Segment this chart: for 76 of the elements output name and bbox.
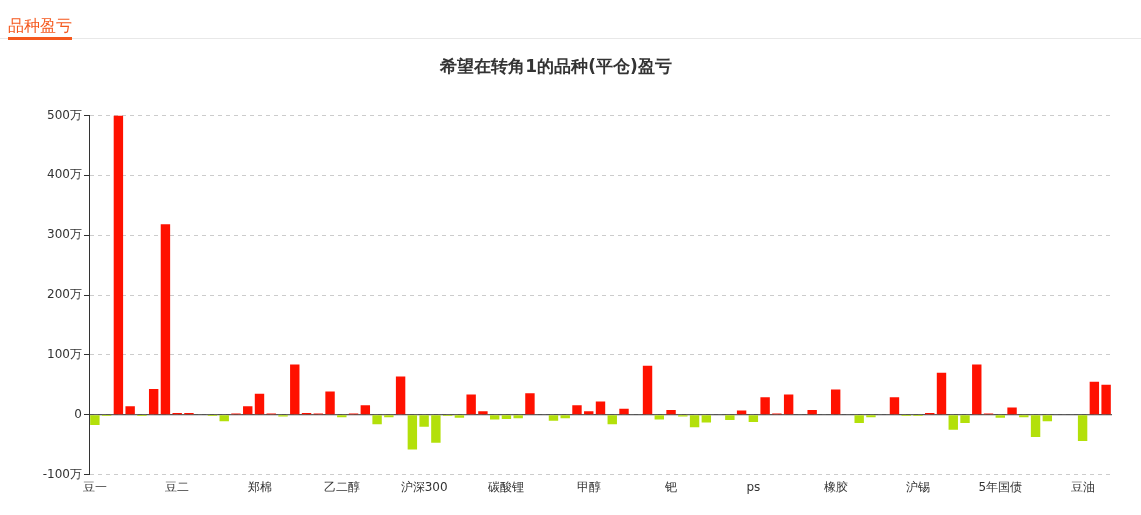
bar bbox=[830, 389, 841, 415]
bar bbox=[572, 405, 582, 415]
x-tick-label: 豆二 bbox=[165, 479, 190, 494]
bar bbox=[466, 394, 476, 415]
y-tick-label: 500万 bbox=[47, 107, 82, 122]
x-tick-label: 橡胶 bbox=[823, 479, 848, 494]
bar bbox=[584, 411, 594, 415]
bar bbox=[972, 364, 982, 415]
bar bbox=[113, 115, 124, 415]
y-tick-label: 200万 bbox=[47, 287, 82, 302]
x-tick-label: 沪锡 bbox=[905, 479, 930, 494]
bar bbox=[525, 393, 535, 415]
bar bbox=[783, 394, 794, 415]
bar bbox=[807, 409, 817, 415]
y-tick-label: -100万 bbox=[42, 466, 82, 481]
bar bbox=[489, 415, 500, 420]
bar bbox=[642, 365, 653, 415]
bar bbox=[1042, 415, 1053, 422]
bar bbox=[431, 415, 441, 443]
bar bbox=[1007, 407, 1017, 415]
bar bbox=[90, 415, 100, 425]
y-tick-label: 400万 bbox=[47, 167, 82, 182]
bar bbox=[607, 415, 617, 425]
bar bbox=[948, 415, 958, 430]
bar bbox=[290, 364, 300, 415]
bar bbox=[595, 401, 606, 415]
bar bbox=[1077, 415, 1088, 442]
bar bbox=[654, 415, 664, 420]
bar bbox=[995, 415, 1005, 418]
bar bbox=[936, 372, 947, 415]
y-tick-label: 0 bbox=[74, 406, 82, 421]
bar bbox=[148, 388, 159, 415]
bar bbox=[560, 415, 570, 419]
x-tick-label: 豆一 bbox=[82, 479, 107, 494]
bar bbox=[760, 397, 770, 415]
chart-title: 希望在转角1的品种(平仓)盈亏 bbox=[439, 55, 672, 76]
bar bbox=[325, 391, 335, 415]
bar bbox=[960, 415, 970, 424]
bar bbox=[619, 408, 629, 415]
bar bbox=[125, 406, 135, 415]
bar bbox=[1030, 415, 1041, 437]
text: 品种盈亏 bbox=[8, 16, 72, 40]
x-tick-label: 5年国债 bbox=[978, 479, 1023, 494]
bar bbox=[372, 415, 382, 425]
bar bbox=[689, 415, 700, 428]
bar bbox=[419, 415, 429, 427]
bar bbox=[478, 411, 488, 415]
bar bbox=[501, 415, 512, 419]
y-tick-label: 300万 bbox=[47, 227, 82, 242]
bar bbox=[513, 415, 523, 419]
bar bbox=[407, 415, 418, 450]
bar bbox=[854, 415, 864, 424]
bar bbox=[395, 376, 406, 415]
bar bbox=[548, 415, 559, 421]
bar bbox=[219, 415, 229, 422]
bar bbox=[748, 415, 759, 422]
bar bbox=[360, 405, 371, 415]
x-tick-label: 豆油 bbox=[1070, 479, 1095, 494]
bar bbox=[160, 224, 171, 415]
x-tick-label: 甲醇 bbox=[576, 479, 601, 494]
bar bbox=[1101, 384, 1111, 415]
bar bbox=[1089, 381, 1100, 415]
x-tick-label: 郑棉 bbox=[247, 479, 272, 494]
x-tick-label: 碳酸锂 bbox=[487, 479, 525, 494]
bar bbox=[454, 415, 465, 418]
x-tick-label: 钯 bbox=[664, 479, 678, 494]
bar bbox=[725, 415, 735, 421]
bar bbox=[666, 409, 676, 415]
bar bbox=[889, 397, 900, 415]
x-tick-label: 沪深300 bbox=[400, 479, 448, 494]
bar bbox=[701, 415, 712, 423]
y-tick-label: 100万 bbox=[47, 346, 82, 361]
bar bbox=[254, 393, 265, 415]
x-tick-label: 乙二醇 bbox=[323, 479, 360, 494]
x-tick-label: ps bbox=[746, 479, 761, 494]
bar bbox=[243, 406, 253, 415]
